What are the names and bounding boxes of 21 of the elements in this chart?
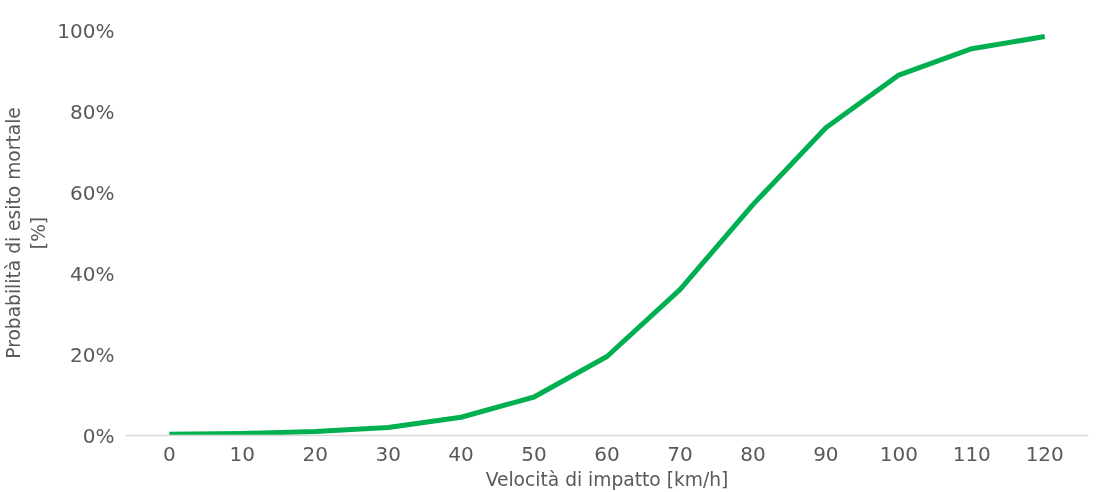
x-tick-label: 100 xyxy=(879,441,918,466)
y-tick-label: 0% xyxy=(82,423,115,448)
y-axis-title: Probabilità di esito mortale [%] xyxy=(3,107,50,359)
y-tick-label: 20% xyxy=(70,342,115,367)
x-tick-label: 80 xyxy=(740,441,766,466)
x-tick-label: 20 xyxy=(302,441,328,466)
x-axis-title: Velocità di impatto [km/h] xyxy=(485,468,729,490)
y-tick-label: 40% xyxy=(70,261,115,286)
x-tick-label: 30 xyxy=(375,441,401,466)
x-tick-label: 10 xyxy=(229,441,255,466)
x-tick-label: 60 xyxy=(594,441,620,466)
y-tick-label: 80% xyxy=(70,99,115,124)
x-tick-label: 0 xyxy=(162,441,176,466)
x-tick-label: 110 xyxy=(952,441,991,466)
y-tick-label: 60% xyxy=(70,180,115,205)
x-tick-label: 90 xyxy=(813,441,839,466)
y-tick-label: 100% xyxy=(57,18,115,43)
x-tick-label: 50 xyxy=(521,441,547,466)
x-tick-label: 40 xyxy=(448,441,474,466)
x-tick-label: 70 xyxy=(667,441,693,466)
x-tick-label: 120 xyxy=(1025,441,1064,466)
